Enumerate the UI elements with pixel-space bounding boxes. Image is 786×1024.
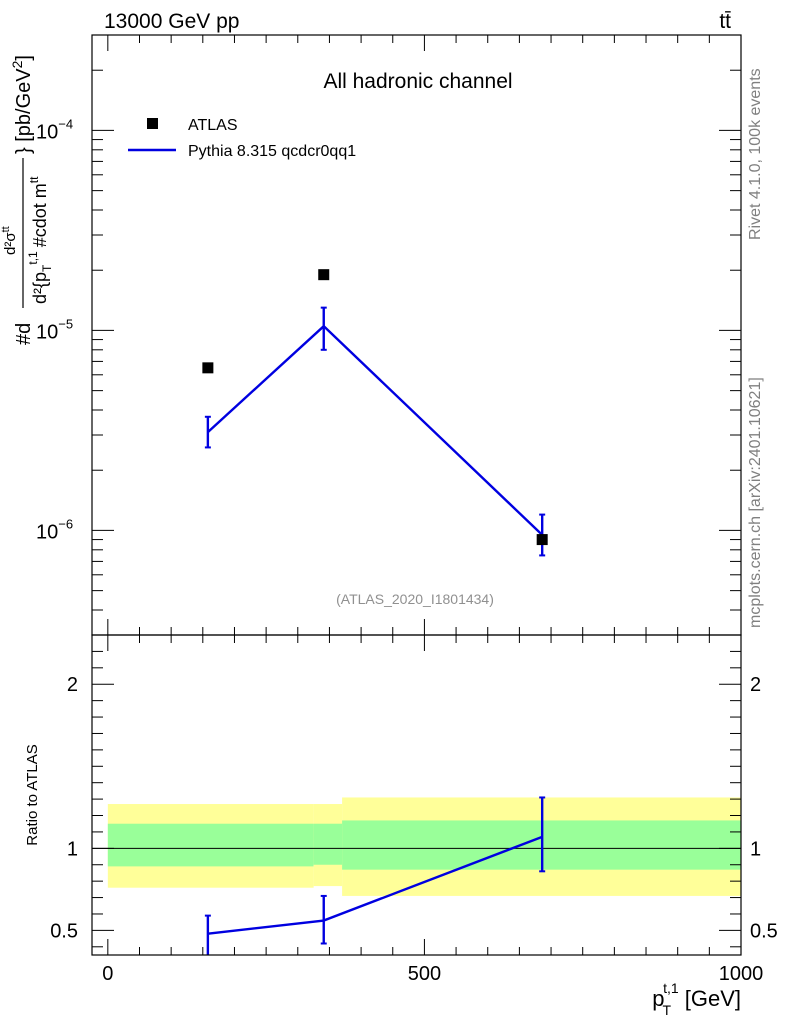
legend: ATLAS Pythia 8.315 qcdcr0qq1 bbox=[128, 117, 356, 160]
ratio-axis-ticks bbox=[92, 634, 742, 955]
ratio-uncertainty-bands bbox=[107, 797, 741, 896]
main-y-tick-labels: 10−6 10−5 10−4 bbox=[36, 116, 73, 543]
main-plot-data bbox=[202, 269, 548, 557]
legend-atlas-label: ATLAS bbox=[188, 117, 238, 134]
ratio-y-tick-label-left: 0.5 bbox=[50, 920, 78, 942]
atlas-data-point bbox=[202, 362, 214, 374]
atlas-data-point bbox=[318, 269, 330, 281]
x-tick-label: 0 bbox=[102, 963, 113, 985]
y-label-numerator: #d bbox=[13, 323, 35, 345]
x-tick-label: 500 bbox=[408, 963, 441, 985]
x-axis-label: pTt,1 [GeV] bbox=[652, 980, 741, 1018]
main-y-tick-label: 10−4 bbox=[36, 116, 73, 143]
main-y-tick-label: 10−5 bbox=[36, 316, 73, 343]
atlas-data-point bbox=[536, 534, 548, 546]
panel-title: All hadronic channel bbox=[323, 70, 512, 93]
analysis-watermark: (ATLAS_2020_I1801434) bbox=[336, 591, 494, 607]
process-label: tt̄ bbox=[719, 10, 731, 33]
pythia-main-line bbox=[207, 324, 544, 536]
x-tick-labels: 0 500 1000 bbox=[102, 963, 763, 985]
legend-pythia-label: Pythia 8.315 qcdcr0qq1 bbox=[188, 143, 356, 160]
main-axis-ticks bbox=[92, 35, 742, 636]
collision-energy-label: 13000 GeV pp bbox=[104, 10, 239, 33]
ratio-y-tick-label-left: 1 bbox=[67, 838, 78, 860]
ratio-y-tick-label-left: 2 bbox=[67, 674, 78, 696]
main-y-tick-label: 10−6 bbox=[36, 516, 73, 543]
mcplots-label: mcplots.cern.ch [arXiv:2401.10621] bbox=[747, 377, 764, 628]
main-y-axis-label: #d d²σtt d²{pTt,1#cdot mtt } [pb/GeV2] bbox=[0, 55, 54, 345]
y-label-fraction-bottom: d²{pTt,1#cdot mtt bbox=[26, 176, 54, 304]
ratio-y-tick-label-right: 1 bbox=[750, 838, 761, 860]
ratio-plot-data bbox=[204, 796, 546, 955]
ratio-y-tick-labels: 0.5 0.5 1 1 2 2 bbox=[50, 674, 778, 942]
x-tick-label: 1000 bbox=[719, 963, 764, 985]
y-label-unit: } [pb/GeV2] bbox=[9, 55, 35, 154]
legend-atlas-marker bbox=[147, 118, 158, 129]
ratio-inner-band bbox=[107, 823, 314, 867]
ratio-y-axis-label: Ratio to ATLAS bbox=[24, 744, 41, 845]
y-label-fraction-top: d²σtt bbox=[0, 226, 19, 255]
ratio-plot-frame bbox=[91, 634, 742, 956]
ratio-inner-band bbox=[313, 823, 343, 865]
ratio-y-tick-label-right: 2 bbox=[750, 674, 761, 696]
rivet-version-label: Rivet 4.1.0, 100k events bbox=[747, 68, 764, 240]
ratio-y-tick-label-right: 0.5 bbox=[750, 920, 778, 942]
